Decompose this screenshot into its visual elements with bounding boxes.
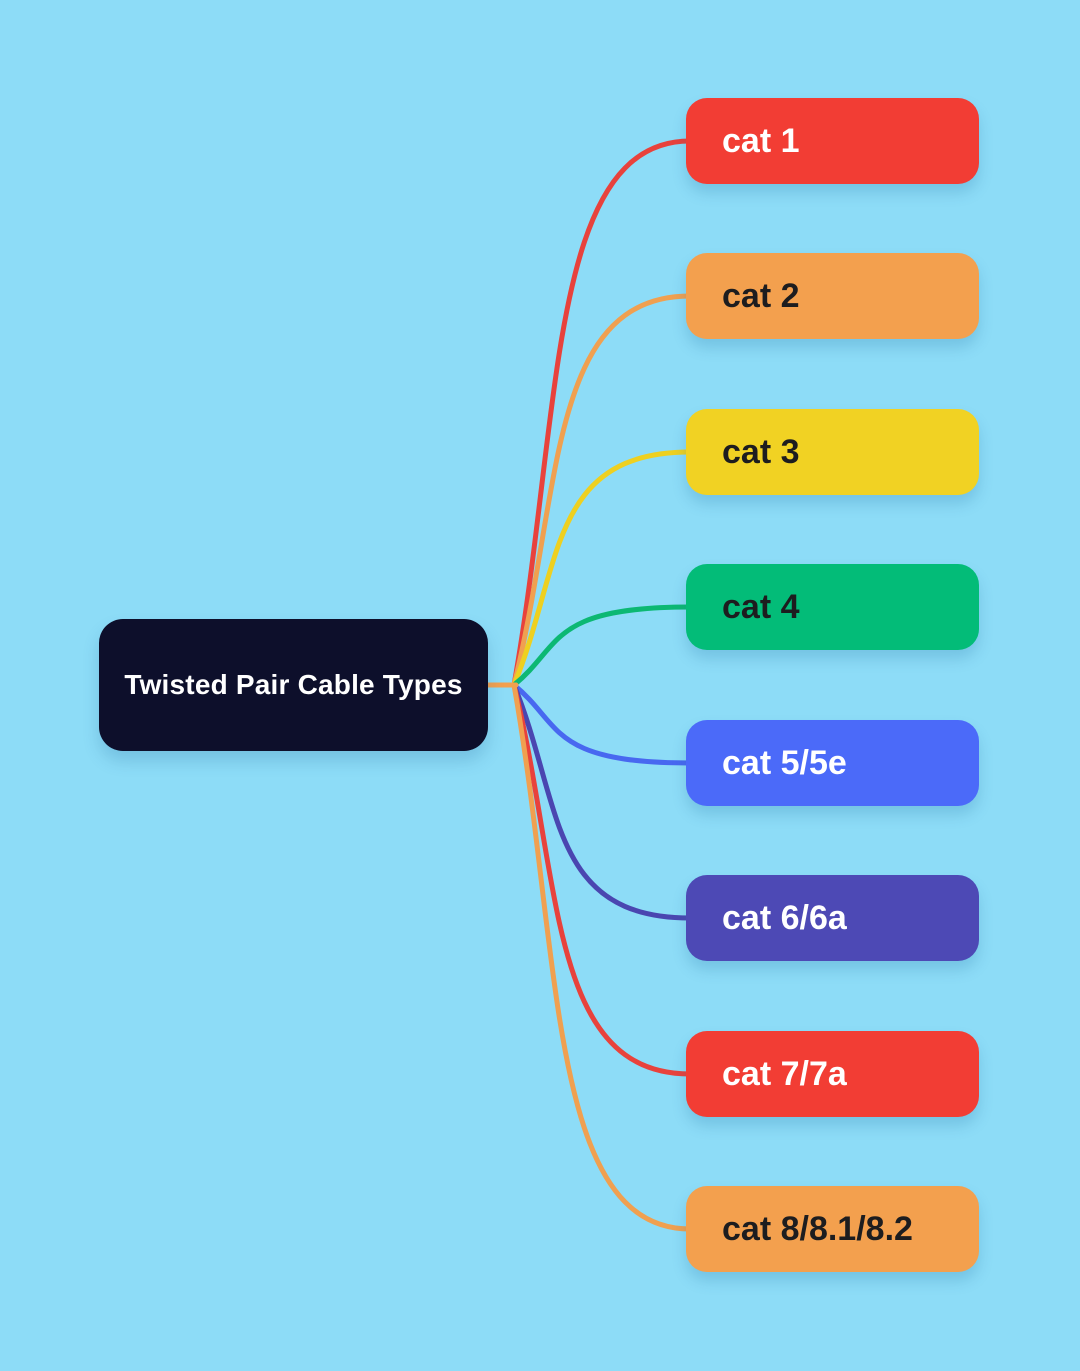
branch-node-cat-6-6a: cat 6/6a <box>686 875 979 961</box>
branch-edge-5 <box>511 682 693 766</box>
branch-edge-3 <box>511 449 693 688</box>
branch-node-label: cat 7/7a <box>722 1054 847 1093</box>
branch-node-label: cat 6/6a <box>722 898 847 937</box>
branch-edge-8 <box>511 682 693 1232</box>
branch-node-cat-4: cat 4 <box>686 564 979 650</box>
branch-node-label: cat 2 <box>722 276 800 315</box>
branch-edge-6 <box>511 682 693 921</box>
branch-node-cat-8-8.1-8.2: cat 8/8.1/8.2 <box>686 1186 979 1272</box>
branch-node-label: cat 5/5e <box>722 743 847 782</box>
branch-node-label: cat 8/8.1/8.2 <box>722 1209 913 1248</box>
branch-edge-7 <box>511 682 693 1077</box>
branch-node-cat-5-5e: cat 5/5e <box>686 720 979 806</box>
root-node-label: Twisted Pair Cable Types <box>124 669 463 700</box>
branch-node-cat-7-7a: cat 7/7a <box>686 1031 979 1117</box>
branch-node-label: cat 1 <box>722 121 800 160</box>
branch-edge-2 <box>511 293 693 688</box>
branch-node-label: cat 3 <box>722 432 800 471</box>
branch-edge-1 <box>511 138 693 688</box>
branch-node-label: cat 4 <box>722 587 800 626</box>
branch-node-cat-1: cat 1 <box>686 98 979 184</box>
branch-node-cat-2: cat 2 <box>686 253 979 339</box>
branch-edge-4 <box>511 604 693 688</box>
branch-node-cat-3: cat 3 <box>686 409 979 495</box>
root-node-twisted-pair-cable-types: Twisted Pair Cable Types <box>99 619 488 751</box>
